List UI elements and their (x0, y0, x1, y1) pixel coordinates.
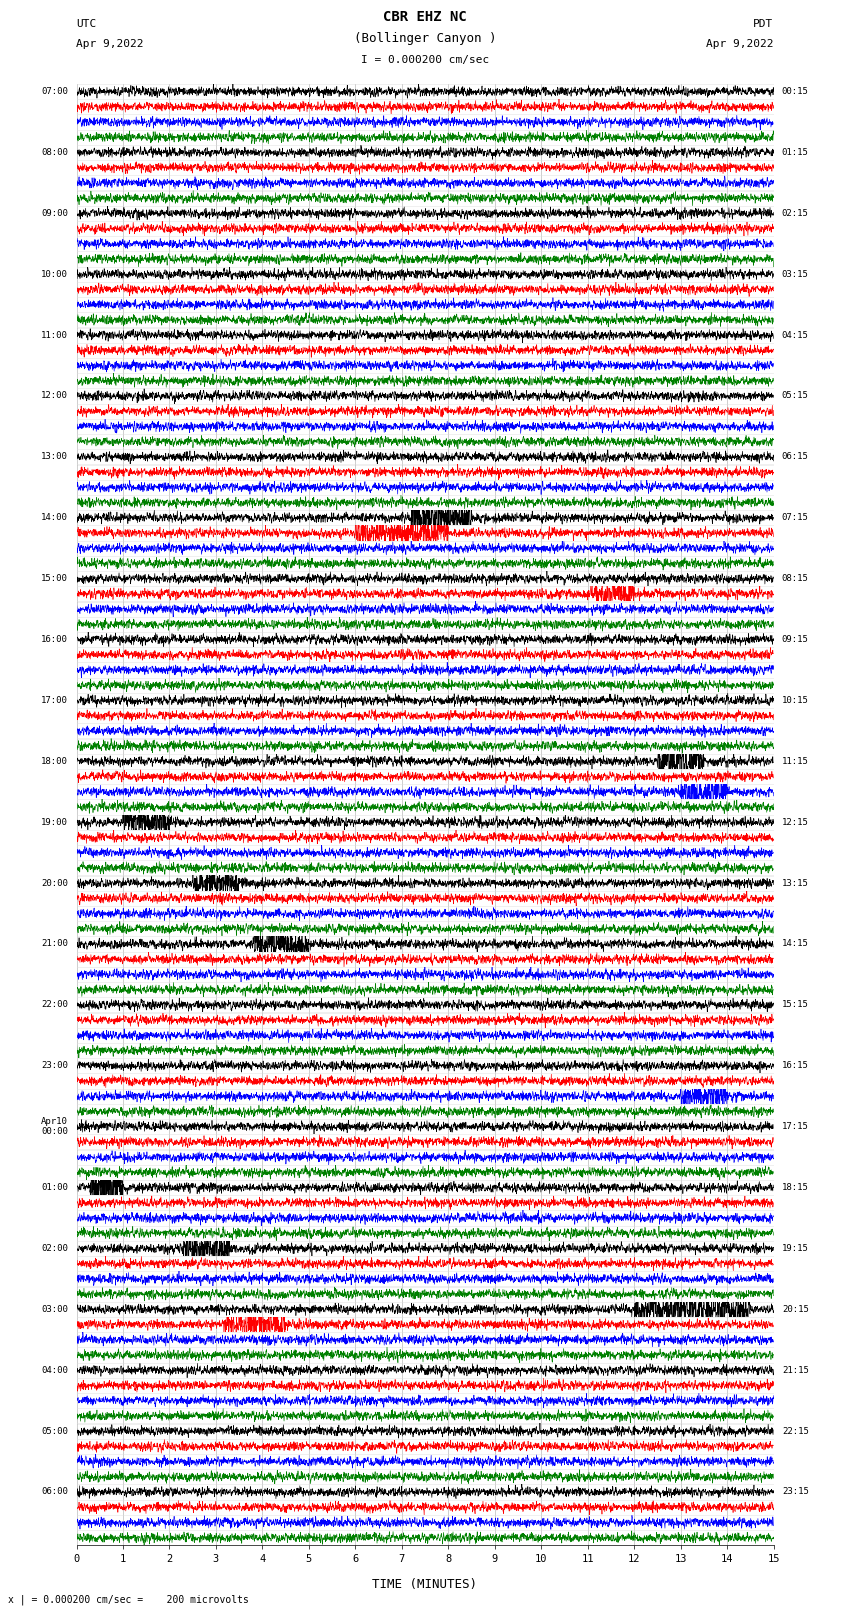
Text: 23:15: 23:15 (782, 1487, 808, 1497)
Text: 15:15: 15:15 (782, 1000, 808, 1010)
Text: 10:15: 10:15 (782, 695, 808, 705)
Text: 22:15: 22:15 (782, 1426, 808, 1436)
Text: 16:15: 16:15 (782, 1061, 808, 1071)
Text: I = 0.000200 cm/sec: I = 0.000200 cm/sec (361, 55, 489, 65)
Text: 13:15: 13:15 (782, 879, 808, 887)
Text: 17:00: 17:00 (42, 695, 68, 705)
Text: 19:00: 19:00 (42, 818, 68, 827)
Text: 06:15: 06:15 (782, 452, 808, 461)
Text: PDT: PDT (753, 19, 774, 29)
Text: 18:15: 18:15 (782, 1182, 808, 1192)
Text: 05:15: 05:15 (782, 392, 808, 400)
Text: Apr 9,2022: Apr 9,2022 (706, 39, 774, 48)
Text: 15:00: 15:00 (42, 574, 68, 584)
Text: 13:00: 13:00 (42, 452, 68, 461)
Text: 00:15: 00:15 (782, 87, 808, 97)
Text: CBR EHZ NC: CBR EHZ NC (383, 10, 467, 24)
Text: 14:15: 14:15 (782, 939, 808, 948)
Text: 03:00: 03:00 (42, 1305, 68, 1315)
Text: 12:15: 12:15 (782, 818, 808, 827)
Text: 02:15: 02:15 (782, 208, 808, 218)
Text: 21:15: 21:15 (782, 1366, 808, 1374)
Text: 09:00: 09:00 (42, 208, 68, 218)
Text: 11:15: 11:15 (782, 756, 808, 766)
Text: 14:00: 14:00 (42, 513, 68, 523)
Text: Apr10
00:00: Apr10 00:00 (42, 1116, 68, 1136)
Text: 03:15: 03:15 (782, 269, 808, 279)
Text: 20:15: 20:15 (782, 1305, 808, 1315)
Text: 23:00: 23:00 (42, 1061, 68, 1071)
Text: 10:00: 10:00 (42, 269, 68, 279)
Text: 12:00: 12:00 (42, 392, 68, 400)
Text: (Bollinger Canyon ): (Bollinger Canyon ) (354, 32, 496, 45)
Text: 04:15: 04:15 (782, 331, 808, 340)
Text: 05:00: 05:00 (42, 1426, 68, 1436)
Text: 11:00: 11:00 (42, 331, 68, 340)
Text: 07:00: 07:00 (42, 87, 68, 97)
Text: 04:00: 04:00 (42, 1366, 68, 1374)
Text: 07:15: 07:15 (782, 513, 808, 523)
Text: 01:15: 01:15 (782, 148, 808, 156)
Text: x | = 0.000200 cm/sec =    200 microvolts: x | = 0.000200 cm/sec = 200 microvolts (8, 1594, 249, 1605)
Text: 19:15: 19:15 (782, 1244, 808, 1253)
Text: Apr 9,2022: Apr 9,2022 (76, 39, 144, 48)
Text: 20:00: 20:00 (42, 879, 68, 887)
Text: TIME (MINUTES): TIME (MINUTES) (372, 1578, 478, 1590)
Text: 22:00: 22:00 (42, 1000, 68, 1010)
Text: 21:00: 21:00 (42, 939, 68, 948)
Text: UTC: UTC (76, 19, 97, 29)
Text: 01:00: 01:00 (42, 1182, 68, 1192)
Text: 02:00: 02:00 (42, 1244, 68, 1253)
Text: 08:15: 08:15 (782, 574, 808, 584)
Text: 16:00: 16:00 (42, 636, 68, 644)
Text: 06:00: 06:00 (42, 1487, 68, 1497)
Text: 17:15: 17:15 (782, 1123, 808, 1131)
Text: 08:00: 08:00 (42, 148, 68, 156)
Text: 18:00: 18:00 (42, 756, 68, 766)
Text: 09:15: 09:15 (782, 636, 808, 644)
